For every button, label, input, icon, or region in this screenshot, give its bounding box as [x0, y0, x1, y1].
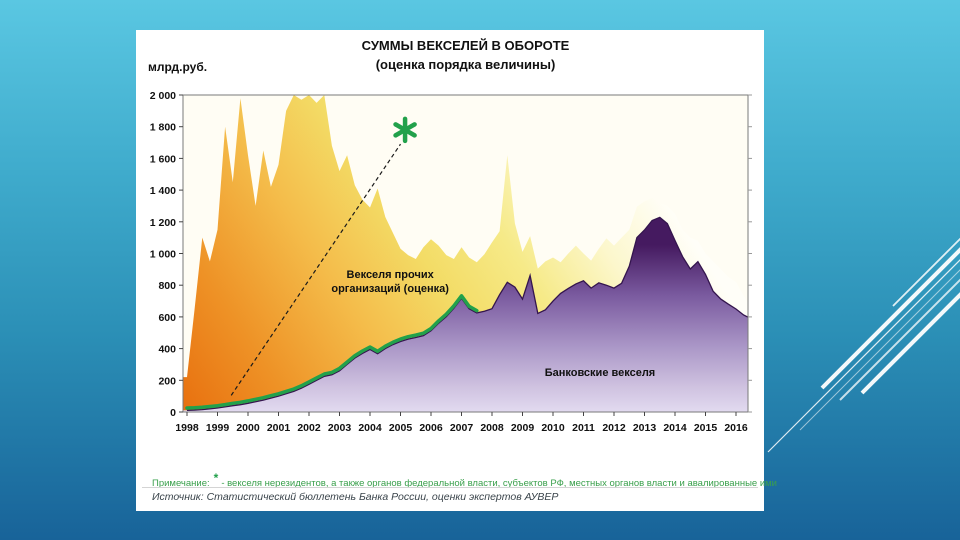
bank-bills-outline: [186, 216, 749, 412]
asterisk-marker: [393, 116, 417, 144]
footnote: Примечание: * - векселя нерезидентов, а та…: [152, 471, 777, 490]
y-tick-label: 400: [158, 344, 176, 356]
y-tick-label: 2 000: [150, 90, 176, 102]
y-tick-label: 200: [158, 375, 176, 387]
y-tick-label: 800: [158, 280, 176, 292]
x-tick-label: 1999: [206, 422, 230, 434]
x-tick-label: 2008: [480, 422, 504, 434]
y-tick-label: 1 600: [150, 153, 176, 165]
footnote-label: Примечание:: [152, 478, 210, 490]
x-tick-label: 2007: [450, 422, 474, 434]
x-tick-label: 2014: [663, 422, 687, 434]
series-label-other-line2: организаций (оценка): [331, 283, 449, 296]
y-axis-unit-label: млрд.руб.: [148, 60, 208, 74]
x-tick-label: 2006: [419, 422, 443, 434]
chart-panel: СУММЫ ВЕКСЕЛЕЙ В ОБОРОТЕ (оценка порядка…: [136, 30, 777, 511]
source-line: Источник: Статистический бюллетень Банка…: [152, 491, 559, 503]
x-tick-label: 1998: [175, 422, 199, 434]
x-tick-label: 2003: [328, 422, 352, 434]
y-tick-label: 1 800: [150, 122, 176, 134]
x-tick-label: 2012: [602, 422, 626, 434]
x-tick-label: 2013: [633, 422, 657, 434]
series-label-other-line1: Векселя прочих: [346, 269, 434, 282]
series-label-bank-text: Банковские векселя: [544, 367, 656, 379]
x-tick-label: 2016: [724, 422, 748, 434]
series-label-bank-bills: Банковские векселя: [545, 366, 656, 380]
y-tick-label: 0: [170, 407, 176, 419]
y-tick-label: 1 400: [150, 185, 176, 197]
footnote-text: - векселя нерезидентов, а также органов …: [221, 478, 777, 490]
x-tick-label: 2004: [358, 422, 382, 434]
chart-title-line1: СУММЫ ВЕКСЕЛЕЙ В ОБОРОТЕ: [361, 38, 570, 53]
chart-title: СУММЫ ВЕКСЕЛЕЙ В ОБОРОТЕ (оценка порядка…: [183, 36, 748, 74]
x-tick-label: 2000: [236, 422, 260, 434]
x-tick-label: 2001: [267, 422, 291, 434]
y-tick-label: 600: [158, 312, 176, 324]
y-tick-label: 1 200: [150, 217, 176, 229]
area-bank-bills: [183, 217, 748, 412]
chart-title-line2: (оценка порядка величины): [375, 57, 556, 72]
asterisk-stroke: [393, 122, 417, 138]
footnote-asterisk: *: [213, 471, 219, 485]
x-tick-label: 2009: [511, 422, 535, 434]
x-tick-label: 2005: [389, 422, 413, 434]
series-label-other-bills: Векселя прочих организаций (оценка): [331, 268, 449, 296]
x-tick-label: 2015: [694, 422, 718, 434]
x-tick-label: 2010: [541, 422, 565, 434]
y-tick-label: 1 000: [150, 249, 176, 261]
area-chart: 0 200 400 600 800 1 000 1 200 1 400 1 600 1 800 2 …: [150, 90, 752, 434]
x-tick-label: 2011: [572, 422, 595, 434]
x-tick-label: 2002: [297, 422, 321, 434]
footnote-divider: [142, 487, 758, 488]
annotation-dashed-line: [230, 143, 401, 396]
area-other-organizations-bills: [183, 95, 748, 411]
nonresident-bills-line: [185, 294, 479, 410]
